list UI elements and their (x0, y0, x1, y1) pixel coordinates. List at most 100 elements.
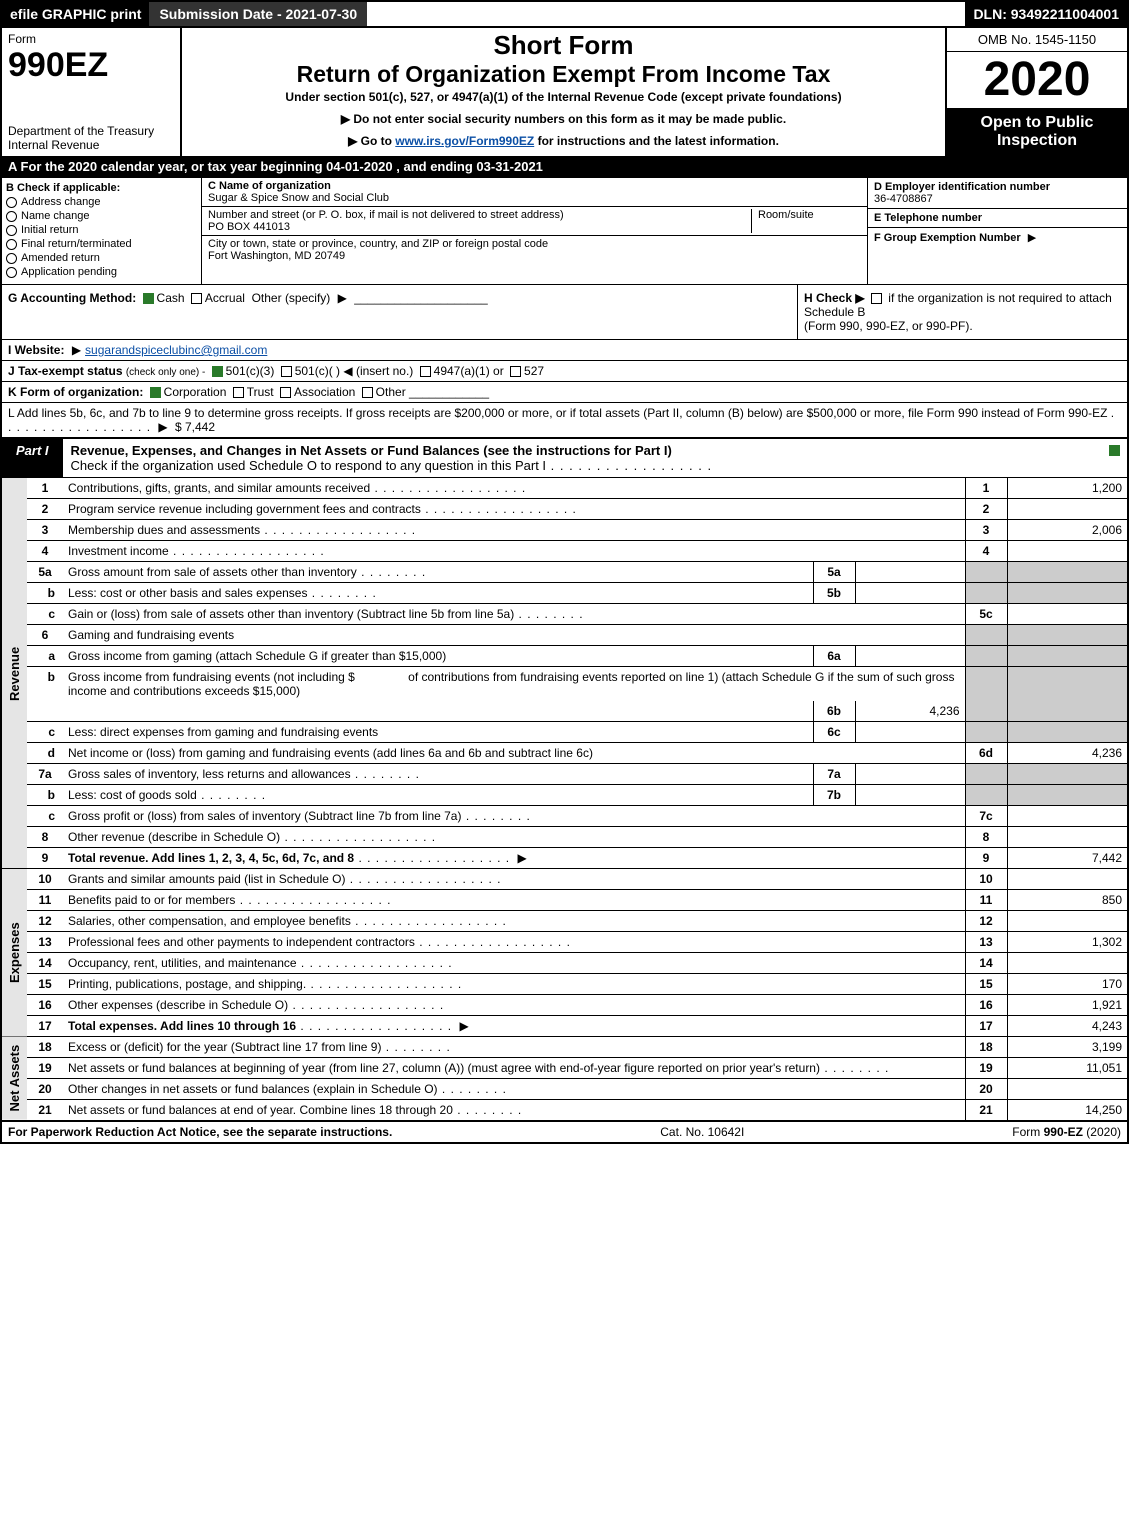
return-title: Return of Organization Exempt From Incom… (188, 61, 939, 88)
shaded-cell (1007, 562, 1127, 583)
row-6b-2: 6b 4,236 (2, 701, 1127, 722)
chk-schedule-o[interactable] (1109, 445, 1120, 456)
chk-other[interactable] (362, 387, 373, 398)
chk-initial-return[interactable]: Initial return (6, 224, 197, 236)
expenses-label: Expenses (2, 869, 27, 1037)
line-num: 11 (27, 890, 63, 911)
g-label: G Accounting Method: (8, 291, 136, 305)
chk-cash[interactable] (143, 293, 154, 304)
opt-4947: 4947(a)(1) or (434, 364, 504, 378)
line-num: c (27, 806, 63, 827)
shaded-cell (965, 667, 1007, 722)
chk-accrual[interactable] (191, 293, 202, 304)
shaded-cell (965, 722, 1007, 743)
line-desc: Gross income from gaming (attach Schedul… (68, 649, 446, 663)
submission-date: Submission Date - 2021-07-30 (149, 2, 367, 26)
note-goto-post: for instructions and the latest informat… (534, 134, 779, 148)
short-form-title: Short Form (188, 30, 939, 61)
row-3: 3 Membership dues and assessments 3 2,00… (2, 520, 1127, 541)
city-label: City or town, state or province, country… (208, 238, 548, 250)
gh-row: G Accounting Method: Cash Accrual Other … (2, 284, 1127, 339)
part1-header: Part I Revenue, Expenses, and Changes in… (2, 437, 1127, 477)
chk-amended-return[interactable]: Amended return (6, 252, 197, 264)
result-val: 14,250 (1007, 1100, 1127, 1121)
line-desc: Other expenses (describe in Schedule O) (68, 998, 288, 1012)
chk-501c3[interactable] (212, 366, 223, 377)
line-desc: Gain or (loss) from sale of assets other… (68, 607, 514, 621)
result-num: 20 (965, 1079, 1007, 1100)
chk-527[interactable] (510, 366, 521, 377)
row-19: 19 Net assets or fund balances at beginn… (2, 1058, 1127, 1079)
addr-value: PO BOX 441013 (208, 221, 290, 233)
dots (514, 607, 583, 621)
row-17: 17 Total expenses. Add lines 10 through … (2, 1016, 1127, 1037)
line-desc: Gross income from fundraising events (no… (68, 670, 355, 684)
inner-num: 5b (813, 583, 855, 604)
chk-address-change[interactable]: Address change (6, 196, 197, 208)
result-val (1007, 911, 1127, 932)
footer-form-ref: Form 990-EZ (2020) (1012, 1125, 1121, 1139)
line-num: 4 (27, 541, 63, 562)
result-num: 10 (965, 869, 1007, 890)
chk-trust[interactable] (233, 387, 244, 398)
form-number: 990EZ (8, 46, 174, 85)
shaded-cell (965, 646, 1007, 667)
line-num: 13 (27, 932, 63, 953)
result-num: 16 (965, 995, 1007, 1016)
line-num: 21 (27, 1100, 63, 1121)
chk-association[interactable] (280, 387, 291, 398)
result-val: 2,006 (1007, 520, 1127, 541)
tax-year: 2020 (947, 52, 1127, 108)
part1-check (1101, 439, 1127, 477)
result-num: 17 (965, 1016, 1007, 1037)
result-num: 14 (965, 953, 1007, 974)
chk-501c[interactable] (281, 366, 292, 377)
dots (296, 1019, 452, 1033)
inner-val (855, 764, 965, 785)
result-val (1007, 604, 1127, 625)
result-num: 19 (965, 1058, 1007, 1079)
shaded-cell (1007, 646, 1127, 667)
line-num: b (27, 667, 63, 722)
d-label: D Employer identification number (874, 181, 1050, 193)
line-desc: Occupancy, rent, utilities, and maintena… (68, 956, 297, 970)
shaded-cell (965, 562, 1007, 583)
result-num: 5c (965, 604, 1007, 625)
chk-final-return[interactable]: Final return/terminated (6, 238, 197, 250)
chk-schedule-b[interactable] (871, 293, 882, 304)
section-a-bar: A For the 2020 calendar year, or tax yea… (2, 156, 1127, 177)
line-desc: Membership dues and assessments (68, 523, 260, 537)
chk-4947[interactable] (420, 366, 431, 377)
dots (438, 1082, 507, 1096)
h-text3: (Form 990, 990-EZ, or 990-PF). (804, 319, 973, 333)
result-num: 3 (965, 520, 1007, 541)
result-val: 4,243 (1007, 1016, 1127, 1037)
line-desc: Less: direct expenses from gaming and fu… (68, 725, 378, 739)
line-num: 1 (27, 478, 63, 499)
irs-link[interactable]: www.irs.gov/Form990EZ (395, 134, 534, 148)
opt-other: Other (376, 385, 406, 399)
org-name: Sugar & Spice Snow and Social Club (208, 192, 389, 204)
footer-left: For Paperwork Reduction Act Notice, see … (8, 1125, 392, 1139)
line-desc: Gaming and fundraising events (63, 625, 965, 646)
chk-corporation[interactable] (150, 387, 161, 398)
row-9: 9 Total revenue. Add lines 1, 2, 3, 4, 5… (2, 848, 1127, 869)
l-gross-receipts-row: L Add lines 5b, 6c, and 7b to line 9 to … (2, 402, 1127, 437)
result-val: 1,302 (1007, 932, 1127, 953)
chk-application-pending[interactable]: Application pending (6, 266, 197, 278)
efile-label[interactable]: efile GRAPHIC print (2, 2, 149, 26)
row-11: 11 Benefits paid to or for members 11 85… (2, 890, 1127, 911)
result-num: 7c (965, 806, 1007, 827)
line-num: 18 (27, 1037, 63, 1058)
k-label: K Form of organization: (8, 385, 143, 399)
triangle-icon (68, 343, 85, 357)
website-link[interactable]: sugarandspiceclubinc@gmail.com (85, 343, 267, 357)
j-tax-exempt-row: J Tax-exempt status (check only one) - 5… (2, 360, 1127, 381)
line-desc: Gross sales of inventory, less returns a… (68, 767, 351, 781)
form-header: Form 990EZ Department of the Treasury In… (2, 26, 1127, 156)
chk-name-change[interactable]: Name change (6, 210, 197, 222)
line-desc: Net assets or fund balances at end of ye… (68, 1103, 453, 1117)
line-num: 16 (27, 995, 63, 1016)
dots (197, 788, 266, 802)
netassets-label: Net Assets (2, 1037, 27, 1121)
